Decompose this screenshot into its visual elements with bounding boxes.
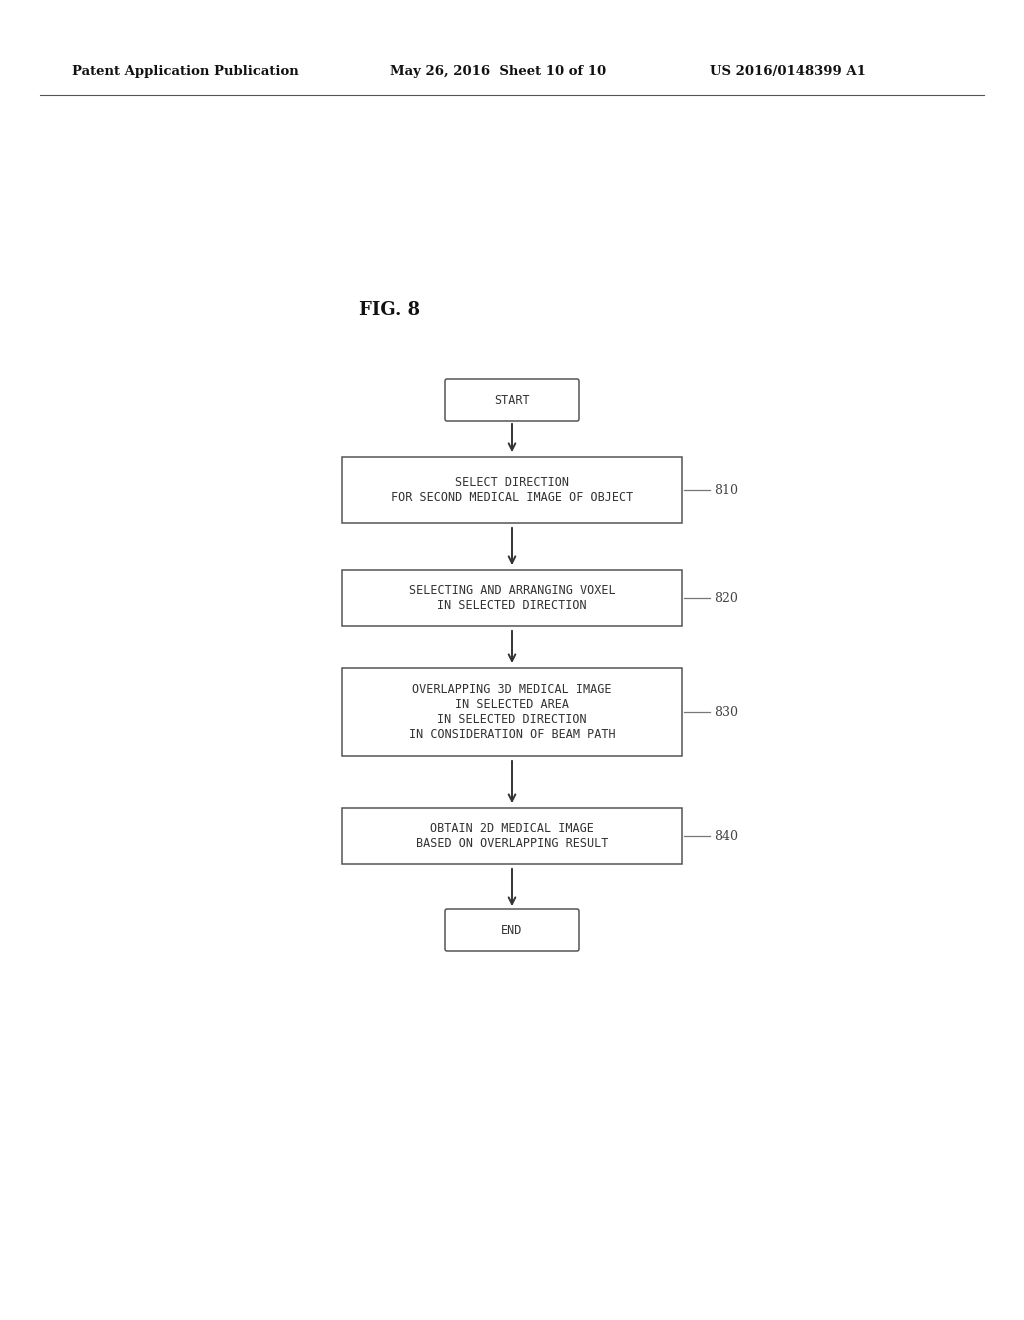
Bar bbox=[342, 457, 682, 523]
Text: US 2016/0148399 A1: US 2016/0148399 A1 bbox=[710, 66, 866, 78]
Bar bbox=[342, 570, 682, 626]
Text: SELECTING AND ARRANGING VOXEL
IN SELECTED DIRECTION: SELECTING AND ARRANGING VOXEL IN SELECTE… bbox=[409, 583, 615, 612]
FancyBboxPatch shape bbox=[445, 909, 579, 950]
Text: START: START bbox=[495, 393, 529, 407]
Text: 810: 810 bbox=[714, 483, 738, 496]
Text: FIG. 8: FIG. 8 bbox=[359, 301, 421, 319]
Text: 840: 840 bbox=[714, 829, 738, 842]
Text: 820: 820 bbox=[714, 591, 738, 605]
Text: SELECT DIRECTION
FOR SECOND MEDICAL IMAGE OF OBJECT: SELECT DIRECTION FOR SECOND MEDICAL IMAG… bbox=[391, 477, 633, 504]
Text: Patent Application Publication: Patent Application Publication bbox=[72, 66, 299, 78]
Bar bbox=[342, 808, 682, 865]
Text: OVERLAPPING 3D MEDICAL IMAGE
IN SELECTED AREA
IN SELECTED DIRECTION
IN CONSIDERA: OVERLAPPING 3D MEDICAL IMAGE IN SELECTED… bbox=[409, 682, 615, 741]
Text: May 26, 2016  Sheet 10 of 10: May 26, 2016 Sheet 10 of 10 bbox=[390, 66, 606, 78]
Text: 830: 830 bbox=[714, 705, 738, 718]
Text: OBTAIN 2D MEDICAL IMAGE
BASED ON OVERLAPPING RESULT: OBTAIN 2D MEDICAL IMAGE BASED ON OVERLAP… bbox=[416, 822, 608, 850]
FancyBboxPatch shape bbox=[445, 379, 579, 421]
Bar bbox=[342, 668, 682, 756]
Text: END: END bbox=[502, 924, 522, 936]
